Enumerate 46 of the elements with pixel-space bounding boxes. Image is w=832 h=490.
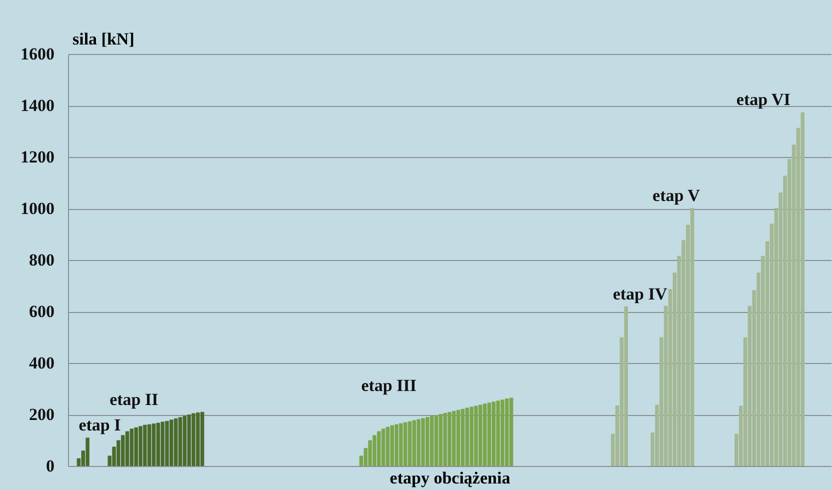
bar [800, 112, 805, 466]
bar [430, 416, 434, 466]
annotation: etap I [78, 416, 122, 435]
annotation: etap V [652, 186, 701, 205]
bar [376, 431, 381, 466]
annotation: etap II [110, 390, 159, 409]
bar [125, 431, 130, 466]
annotation: etap III [361, 376, 417, 395]
y-tick-label: 1200 [20, 148, 54, 166]
y-tick-label: 0 [46, 456, 54, 476]
bar [403, 422, 408, 466]
y-tick-label: 1400 [20, 96, 54, 115]
bar [152, 424, 156, 466]
bar [182, 416, 187, 466]
annotation: etap VI [736, 90, 791, 110]
y-tick-label: 200 [29, 405, 54, 424]
x-axis-title: etapy obciążenia [390, 468, 511, 488]
y-tick-label: 400 [29, 354, 54, 372]
bar [381, 428, 386, 466]
bar [460, 408, 465, 466]
bar [200, 412, 204, 466]
bar [178, 417, 182, 466]
bar [130, 428, 134, 466]
bar [174, 418, 178, 466]
y-tick-label: 1000 [20, 199, 54, 218]
bar [386, 426, 390, 466]
bar [690, 208, 694, 466]
bar [434, 415, 438, 466]
y-axis-title: sila [kN] [72, 30, 134, 48]
bar [156, 422, 160, 466]
y-tick-label: 600 [29, 302, 54, 321]
bar [412, 420, 416, 466]
bar [509, 398, 514, 466]
y-tick-label: 800 [29, 250, 54, 270]
bar [624, 306, 628, 466]
bar [120, 435, 125, 466]
bar [438, 414, 443, 466]
bar [487, 402, 492, 466]
bar [482, 404, 487, 466]
bar [456, 410, 460, 466]
y-tick-label: 1600 [20, 44, 54, 64]
bar [465, 408, 470, 466]
bar [492, 402, 496, 466]
annotation: etap IV [612, 284, 668, 304]
bar [147, 424, 152, 466]
bar [408, 421, 412, 466]
